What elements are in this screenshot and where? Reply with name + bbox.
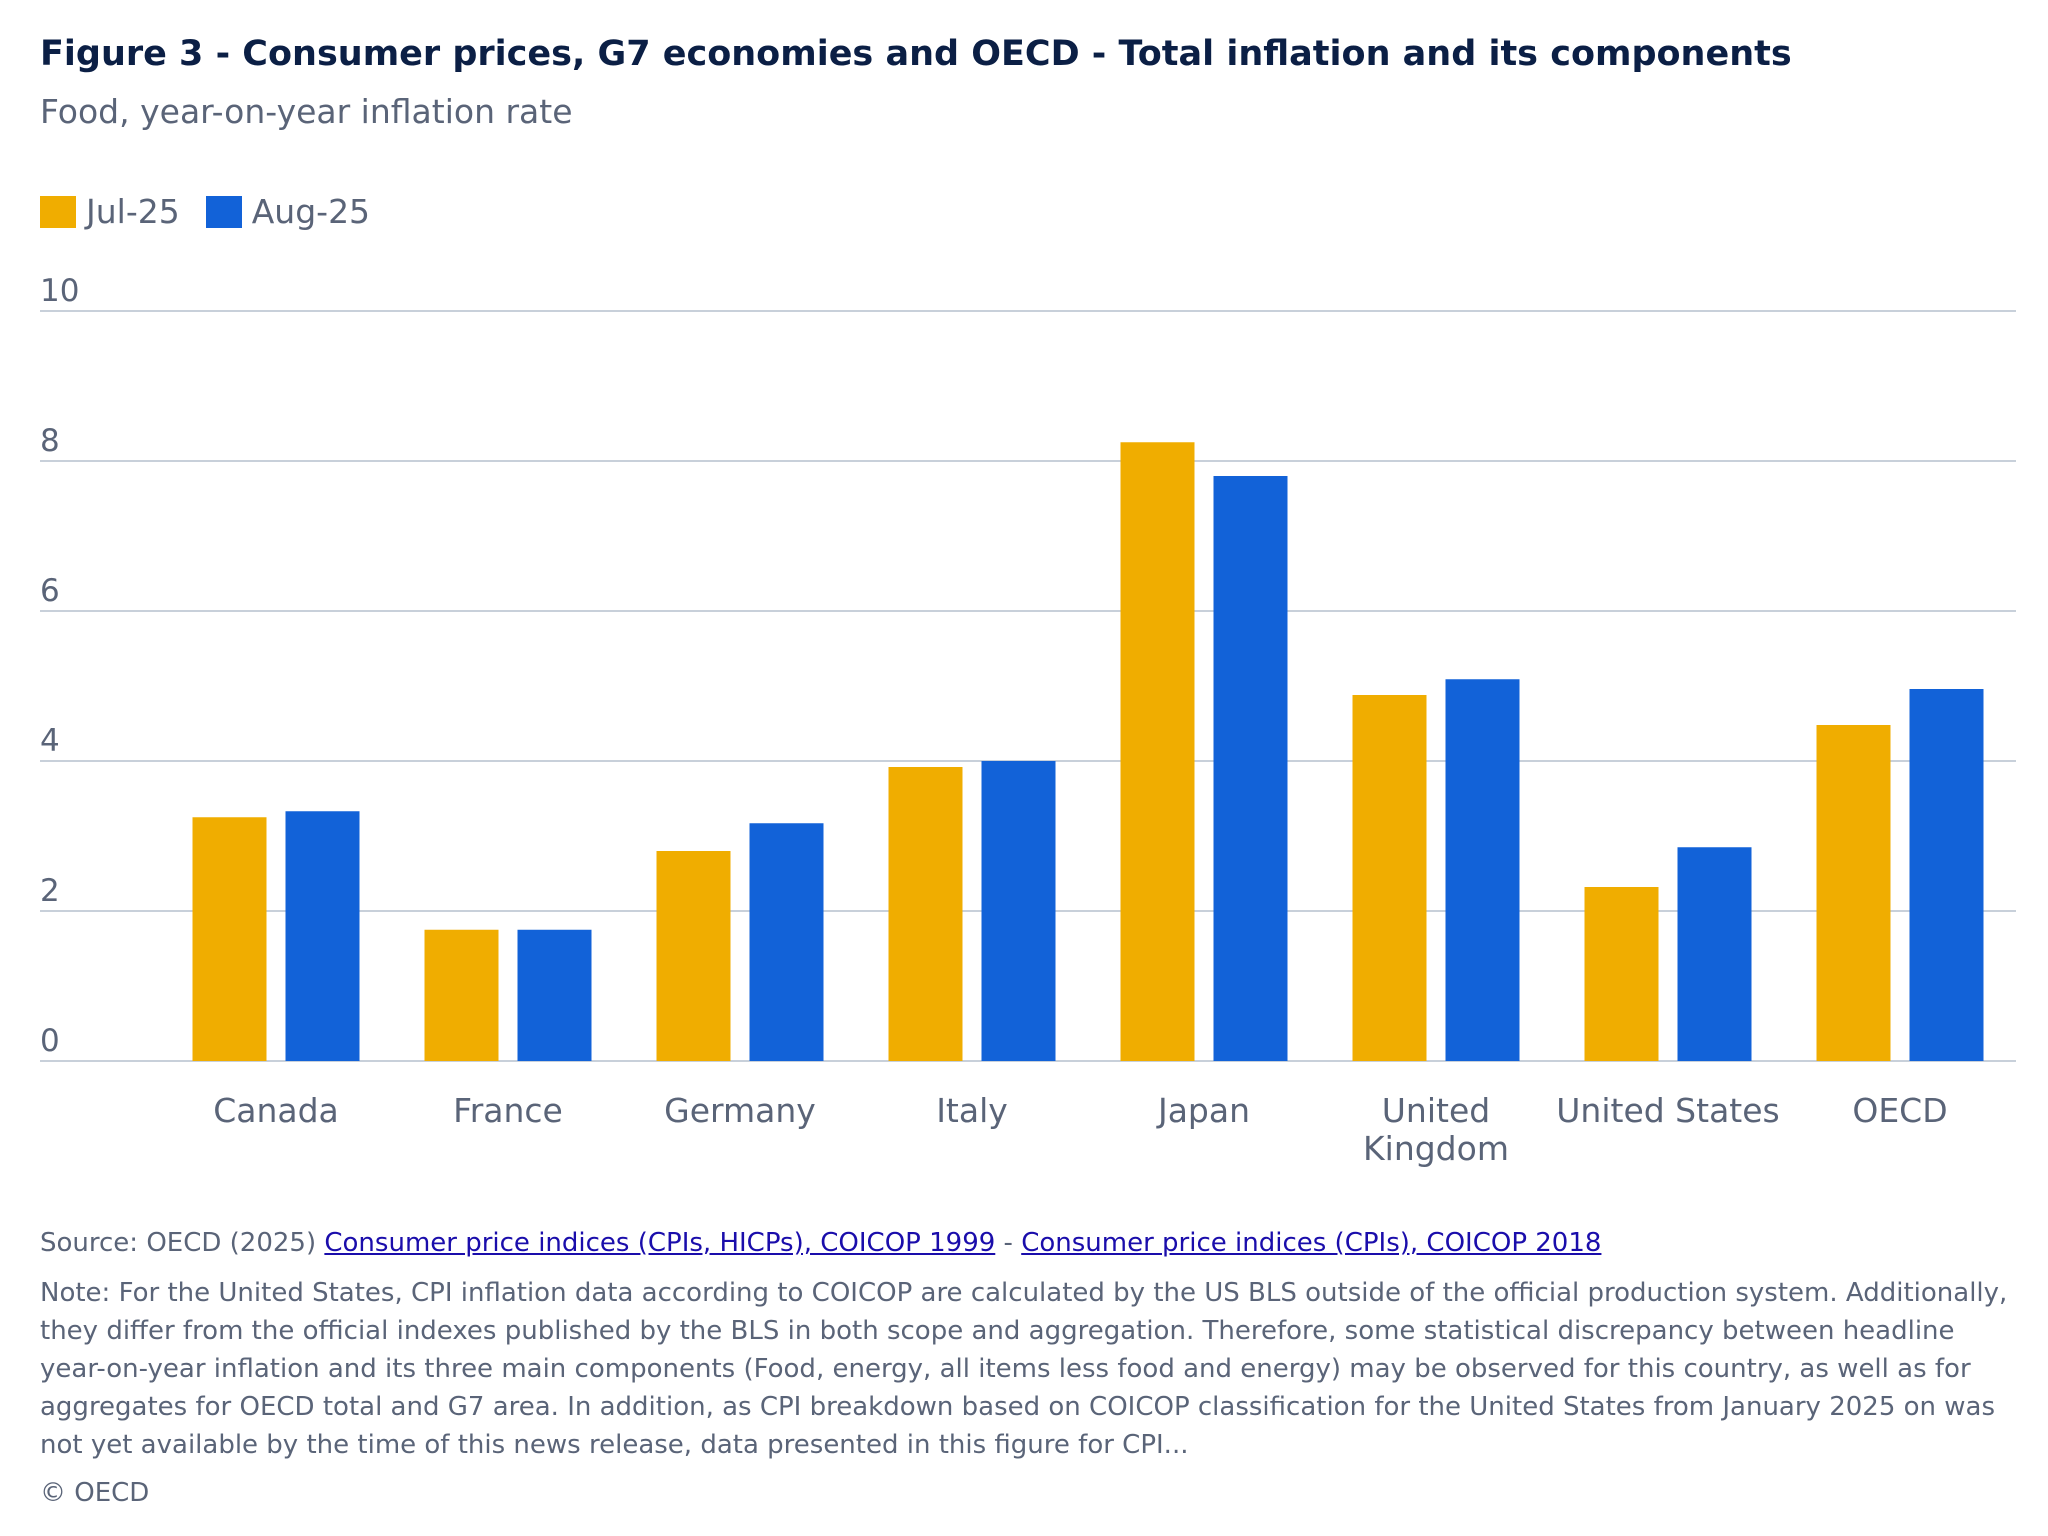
bar-united-kingdom-jul-25[interactable] [1352, 695, 1427, 1061]
x-tick-label-italy: Italy [936, 1091, 1008, 1130]
legend-item-jul-25[interactable]: Jul-25 [40, 192, 180, 231]
bar-japan-jul-25[interactable] [1120, 442, 1195, 1061]
y-tick-label-8: 8 [40, 423, 60, 459]
bar-united-states-jul-25[interactable] [1584, 887, 1659, 1061]
x-tick-label-canada: Canada [213, 1091, 339, 1130]
x-tick-label-germany: Germany [664, 1091, 816, 1130]
chart-title: Figure 3 - Consumer prices, G7 economies… [40, 34, 1792, 74]
legend-item-aug-25[interactable]: Aug-25 [205, 192, 371, 231]
y-tick-label-4: 4 [40, 723, 60, 759]
legend-label-jul-25: Jul-25 [86, 192, 180, 231]
bar-italy-aug-25[interactable] [981, 761, 1056, 1061]
note-text: Note: For the United States, CPI inflati… [40, 1278, 2008, 1460]
source-prefix: Source: OECD (2025) [40, 1228, 325, 1258]
y-tick-label-6: 6 [40, 573, 60, 609]
bar-germany-jul-25[interactable] [656, 851, 731, 1061]
bar-canada-aug-25[interactable] [285, 811, 360, 1061]
bar-united-kingdom-aug-25[interactable] [1445, 679, 1520, 1061]
legend-label-aug-25: Aug-25 [251, 192, 371, 231]
source-link-coicop-1999[interactable]: Consumer price indices (CPIs, HICPs), CO… [324, 1228, 996, 1258]
bar-united-states-aug-25[interactable] [1677, 847, 1752, 1061]
y-tick-label-10: 10 [40, 273, 79, 309]
bar-japan-aug-25[interactable] [1213, 476, 1288, 1061]
bar-chart: 0 2 4 6 8 10 Canada France Germany Italy Japan Uni… [40, 273, 2016, 1168]
legend: Jul-25 Aug-25 [40, 192, 370, 231]
bar-germany-aug-25[interactable] [749, 823, 824, 1061]
y-axis-ticks: 0 2 4 6 8 10 [40, 273, 79, 1059]
bar-france-jul-25[interactable] [424, 929, 499, 1061]
bar-oecd-aug-25[interactable] [1909, 689, 1984, 1061]
y-tick-label-0: 0 [40, 1023, 60, 1059]
source-line: Source: OECD (2025) Consumer price indic… [40, 1228, 1601, 1258]
x-axis-labels: Canada France Germany Italy Japan United Kingd… [213, 1091, 1947, 1168]
x-tick-label-france: France [453, 1091, 563, 1130]
bars [192, 442, 1984, 1061]
source-separator: - [995, 1228, 1022, 1258]
x-tick-label-united-states: United States [1556, 1091, 1779, 1130]
y-tick-label-2: 2 [40, 873, 60, 909]
x-tick-label-japan: Japan [1156, 1091, 1250, 1130]
bar-canada-jul-25[interactable] [192, 817, 267, 1061]
copyright: © OECD [40, 1478, 150, 1508]
bar-france-aug-25[interactable] [517, 929, 592, 1061]
x-tick-label-oecd: OECD [1852, 1091, 1947, 1130]
x-tick-label-united-kingdom: United Kingdom [1363, 1091, 1509, 1168]
bar-italy-jul-25[interactable] [888, 767, 963, 1061]
legend-swatch-jul-25 [40, 195, 76, 228]
bar-oecd-jul-25[interactable] [1816, 725, 1891, 1061]
chart-subtitle: Food, year-on-year inflation rate [40, 92, 573, 131]
legend-swatch-aug-25 [205, 195, 242, 228]
source-link-coicop-2018[interactable]: Consumer price indices (CPIs), COICOP 20… [1021, 1228, 1602, 1258]
